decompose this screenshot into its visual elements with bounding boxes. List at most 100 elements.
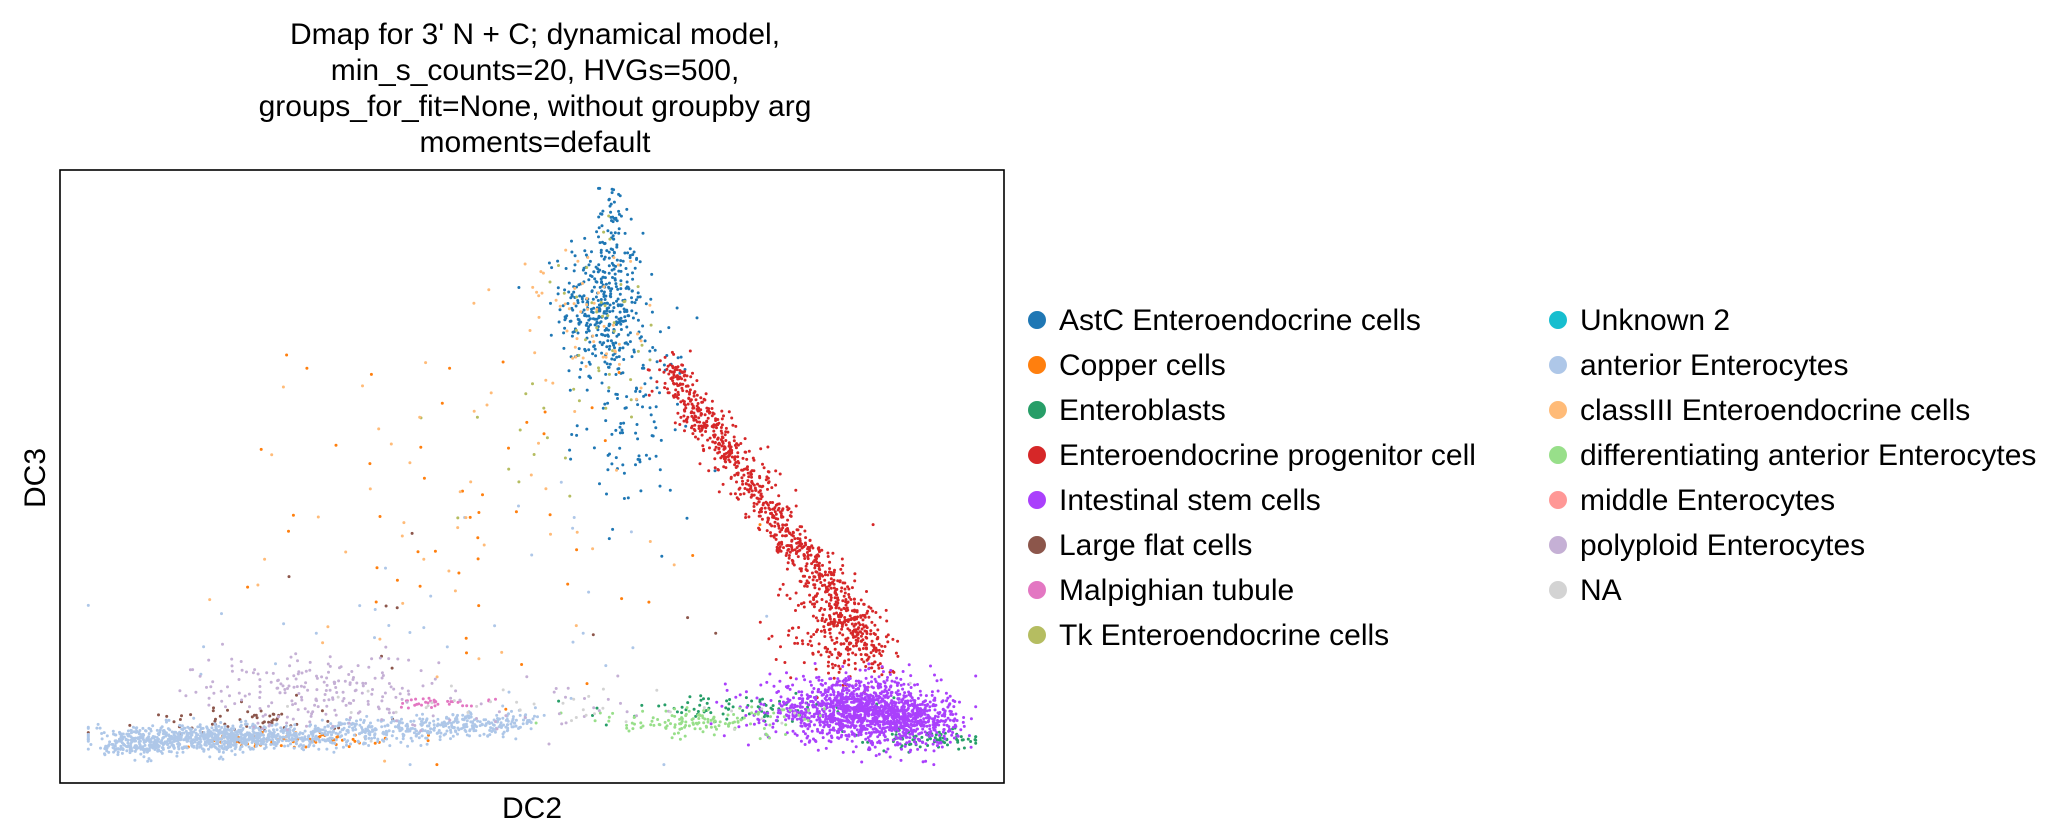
data-point xyxy=(275,718,279,722)
data-point xyxy=(800,542,804,546)
data-point xyxy=(749,470,753,474)
data-point xyxy=(180,724,184,728)
data-point xyxy=(629,398,633,402)
data-point xyxy=(696,437,700,441)
data-point xyxy=(570,334,574,338)
data-point xyxy=(597,263,601,267)
data-point xyxy=(126,741,130,745)
data-point xyxy=(212,742,216,746)
data-point xyxy=(176,742,180,746)
data-point xyxy=(947,725,951,729)
data-point xyxy=(630,300,634,304)
data-point xyxy=(839,707,843,711)
data-point xyxy=(781,515,785,519)
data-point xyxy=(126,729,130,733)
data-point xyxy=(773,533,777,537)
data-point xyxy=(688,695,692,699)
data-point xyxy=(796,537,800,540)
data-point xyxy=(953,700,957,703)
data-point xyxy=(704,426,708,430)
data-point xyxy=(692,394,696,398)
data-point xyxy=(410,739,414,743)
data-point xyxy=(270,721,274,725)
data-point xyxy=(691,383,695,387)
data-point xyxy=(785,593,789,597)
data-point xyxy=(861,632,865,636)
data-point xyxy=(831,666,835,670)
data-point xyxy=(877,730,881,734)
data-point xyxy=(847,678,851,682)
data-point xyxy=(832,586,836,590)
data-point xyxy=(360,731,364,735)
data-point xyxy=(859,653,863,656)
data-point xyxy=(662,363,666,367)
data-point xyxy=(817,561,821,565)
data-point xyxy=(949,712,953,716)
data-point xyxy=(481,493,484,497)
data-point xyxy=(851,651,855,655)
data-point xyxy=(874,693,878,697)
data-point xyxy=(710,399,714,403)
data-point xyxy=(853,661,857,665)
data-point xyxy=(679,355,683,359)
data-point xyxy=(730,450,733,454)
data-point xyxy=(744,512,748,516)
data-point xyxy=(358,723,362,727)
data-point xyxy=(689,375,693,379)
data-point xyxy=(678,423,682,426)
data-point xyxy=(839,642,843,646)
data-point xyxy=(601,240,604,244)
data-point xyxy=(771,501,775,504)
data-point xyxy=(886,725,890,729)
data-point xyxy=(212,732,216,736)
data-point xyxy=(929,737,932,741)
data-point xyxy=(888,673,892,676)
data-point xyxy=(435,763,439,767)
data-point xyxy=(614,285,618,289)
data-point xyxy=(918,745,922,749)
data-point xyxy=(591,297,595,301)
data-point xyxy=(744,450,748,454)
data-point xyxy=(603,255,607,259)
data-point xyxy=(790,703,794,707)
data-point xyxy=(785,707,789,710)
data-point xyxy=(478,734,482,738)
data-point xyxy=(595,320,599,324)
data-point xyxy=(167,750,171,753)
data-point xyxy=(373,733,377,737)
data-point xyxy=(465,733,469,737)
data-point xyxy=(706,416,710,420)
data-point xyxy=(804,564,808,568)
data-point xyxy=(841,722,845,726)
data-point xyxy=(855,698,858,702)
data-point xyxy=(602,341,606,345)
data-point xyxy=(836,579,840,583)
data-point xyxy=(223,724,227,728)
data-point xyxy=(686,701,690,705)
data-point xyxy=(607,389,611,393)
data-point xyxy=(542,713,546,717)
data-point xyxy=(600,289,604,293)
data-point xyxy=(858,668,862,672)
data-point xyxy=(947,703,951,707)
data-point xyxy=(368,730,372,734)
data-point xyxy=(314,631,318,635)
data-point xyxy=(904,735,908,739)
data-point xyxy=(805,569,809,573)
data-point xyxy=(746,488,749,492)
data-point xyxy=(962,724,966,728)
data-point xyxy=(762,715,766,719)
data-point xyxy=(845,691,849,695)
data-point xyxy=(272,728,275,732)
data-point xyxy=(766,487,769,491)
data-point xyxy=(774,719,778,722)
data-point xyxy=(680,711,684,715)
data-point xyxy=(607,286,611,290)
data-point xyxy=(336,735,340,739)
data-point xyxy=(849,692,852,696)
data-point xyxy=(916,747,920,751)
data-point xyxy=(801,674,805,678)
data-point xyxy=(736,473,740,477)
data-point xyxy=(615,323,618,326)
data-point xyxy=(575,424,579,428)
